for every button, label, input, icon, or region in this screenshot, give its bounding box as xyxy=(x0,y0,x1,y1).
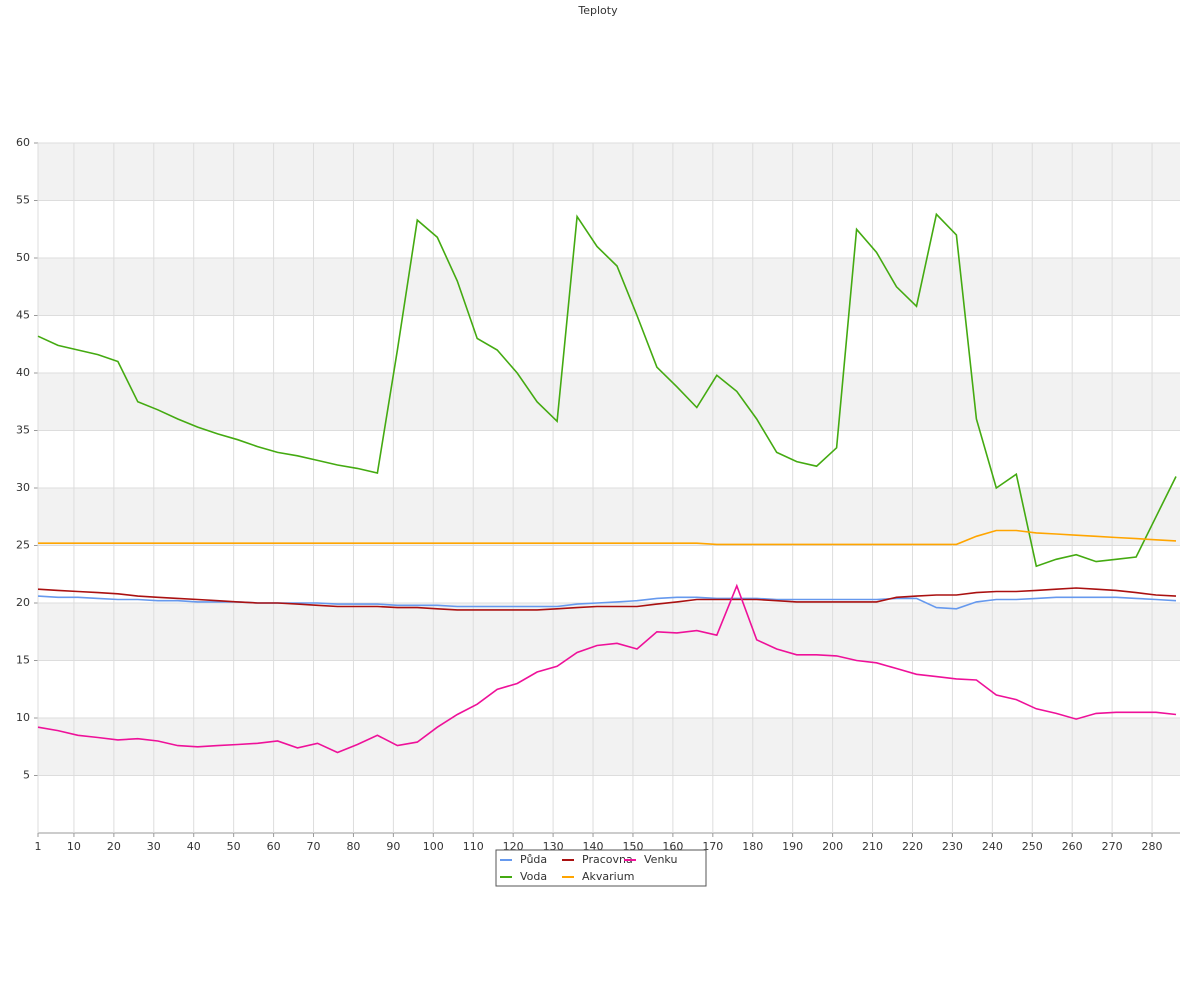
y-tick-label: 40 xyxy=(16,366,30,379)
bands xyxy=(38,143,1180,776)
x-tick-label: 90 xyxy=(386,840,400,853)
y-tick-label: 35 xyxy=(16,424,30,437)
x-tick-label: 270 xyxy=(1102,840,1123,853)
plot xyxy=(37,212,1177,754)
series-line xyxy=(37,212,1177,568)
legend-label: Akvarium xyxy=(582,870,634,883)
series-line xyxy=(37,583,1177,754)
x-tick-label: 260 xyxy=(1062,840,1083,853)
x-tick-label: 70 xyxy=(307,840,321,853)
x-tick-label: 80 xyxy=(346,840,360,853)
y-tick-label: 60 xyxy=(16,136,30,149)
y-tick-label: 5 xyxy=(23,769,30,782)
series-line xyxy=(38,529,1177,546)
y-tick-label: 10 xyxy=(16,711,30,724)
x-tick-label: 230 xyxy=(942,840,963,853)
x-tick-label: 200 xyxy=(822,840,843,853)
band xyxy=(38,258,1180,316)
x-tick-label: 280 xyxy=(1142,840,1163,853)
x-tick-label: 100 xyxy=(423,840,444,853)
y-tick-label: 25 xyxy=(16,539,30,552)
band xyxy=(38,143,1180,201)
y-tick-label: 15 xyxy=(16,654,30,667)
band xyxy=(38,373,1180,431)
x-tick-label: 30 xyxy=(147,840,161,853)
band xyxy=(38,488,1180,546)
y-tick-label: 20 xyxy=(16,596,30,609)
chart-title: Teploty xyxy=(577,4,618,17)
x-tick-label: 60 xyxy=(267,840,281,853)
legend-box xyxy=(495,849,707,887)
x-tick-label: 40 xyxy=(187,840,201,853)
y-tick-label: 50 xyxy=(16,251,30,264)
x-tick-label: 240 xyxy=(982,840,1003,853)
x-tick-label: 170 xyxy=(702,840,723,853)
legend-label: Voda xyxy=(520,870,547,883)
x-tick-label: 20 xyxy=(107,840,121,853)
x-tick-label: 1 xyxy=(35,840,42,853)
legend-label: Pracovna xyxy=(582,853,633,866)
y-tick-label: 45 xyxy=(16,309,30,322)
legend: Půda Voda Pracovna Akvarium Venku xyxy=(500,853,677,883)
x-tick-label: 10 xyxy=(67,840,81,853)
x-tick-label: 210 xyxy=(862,840,883,853)
band xyxy=(38,603,1180,661)
x-tick-label: 190 xyxy=(782,840,803,853)
band xyxy=(38,718,1180,776)
series-line xyxy=(37,587,1177,611)
legend-label: Venku xyxy=(644,853,677,866)
y-tick-label: 55 xyxy=(16,194,30,207)
y-tick-label: 30 xyxy=(16,481,30,494)
x-tick-label: 220 xyxy=(902,840,923,853)
x-tick-label: 50 xyxy=(227,840,241,853)
legend-label: Půda xyxy=(520,853,547,866)
x-tick-label: 180 xyxy=(742,840,763,853)
x-tick-label: 250 xyxy=(1022,840,1043,853)
x-tick-label: 110 xyxy=(463,840,484,853)
